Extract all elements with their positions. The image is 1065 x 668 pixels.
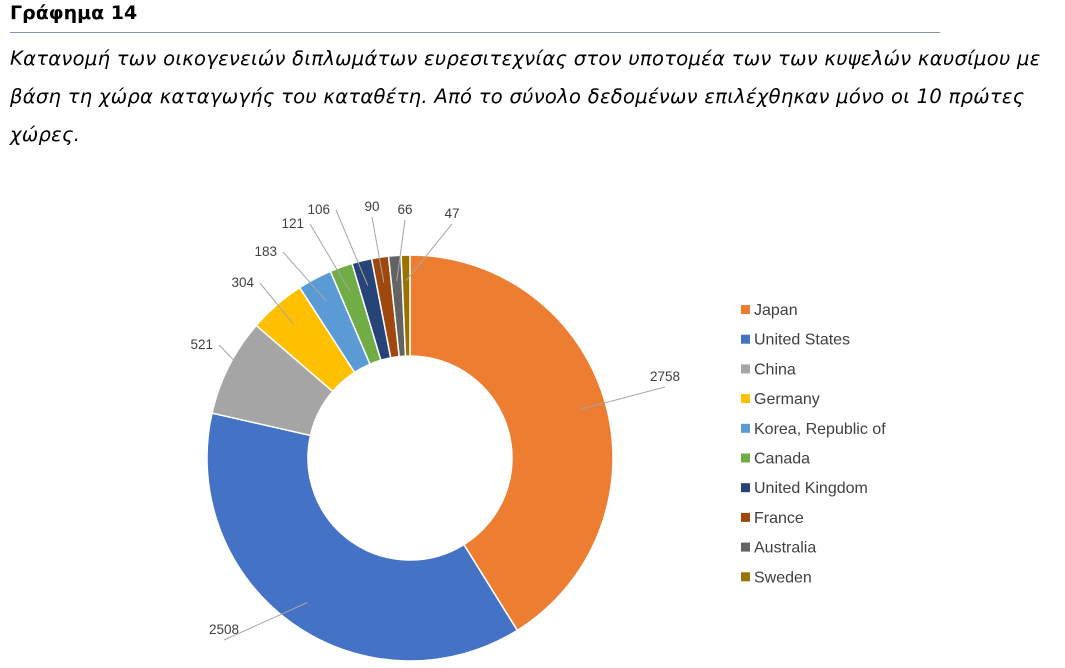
legend-label-united-states: United States <box>754 332 850 349</box>
legend-label-korea-republic-of: Korea, Republic of <box>754 421 886 438</box>
legend-label-sweden: Sweden <box>754 569 812 586</box>
legend-swatch-canada <box>741 454 750 463</box>
legend-label-japan: Japan <box>754 302 798 319</box>
data-label-france: 90 <box>364 199 379 214</box>
data-label-sweden: 47 <box>444 206 459 221</box>
data-label-china: 521 <box>190 337 213 352</box>
legend-swatch-japan <box>741 305 750 314</box>
data-label-australia: 66 <box>397 202 412 217</box>
data-label-canada: 121 <box>281 216 304 231</box>
data-label-united-kingdom: 106 <box>307 202 330 217</box>
slice-united-states <box>207 413 517 661</box>
legend-swatch-germany <box>741 394 750 403</box>
donut-slices <box>207 255 613 661</box>
legend: Japan United States China Germany Korea, Rep… <box>741 302 886 586</box>
legend-label-china: China <box>754 361 796 378</box>
legend-swatch-australia <box>741 543 750 552</box>
legend-label-france: France <box>754 510 804 527</box>
legend-swatch-united-states <box>741 335 750 344</box>
data-label-united-states: 2508 <box>209 622 239 637</box>
legend-label-united-kingdom: United Kingdom <box>754 480 868 497</box>
legend-swatch-sweden <box>741 572 750 581</box>
legend-label-canada: Canada <box>754 451 810 468</box>
data-label-korea-republic-of: 183 <box>254 244 277 259</box>
legend-label-australia: Australia <box>754 540 816 557</box>
legend-swatch-china <box>741 364 750 373</box>
legend-swatch-united-kingdom <box>741 483 750 492</box>
legend-swatch-korea-republic-of <box>741 424 750 433</box>
legend-swatch-france <box>741 513 750 522</box>
legend-label-germany: Germany <box>754 391 820 408</box>
data-label-japan: 2758 <box>650 369 680 384</box>
data-label-germany: 304 <box>231 275 254 290</box>
